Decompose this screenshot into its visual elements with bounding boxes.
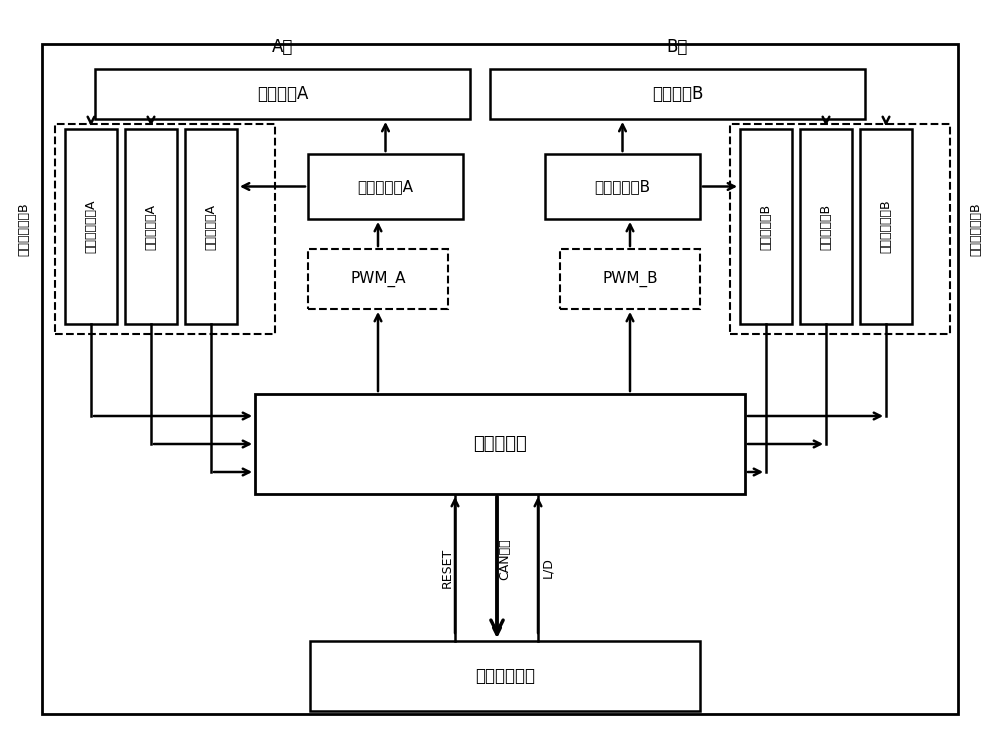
- Text: RESET: RESET: [440, 548, 454, 588]
- Text: A端: A端: [272, 38, 293, 56]
- Text: 电流传感器A: 电流传感器A: [205, 204, 218, 249]
- Bar: [65, 129, 117, 324]
- Text: CAN总线: CAN总线: [498, 539, 512, 580]
- Bar: [860, 129, 912, 324]
- Bar: [560, 249, 700, 309]
- Text: 单电磁铁B: 单电磁铁B: [652, 85, 703, 103]
- Text: PWM_B: PWM_B: [602, 271, 658, 287]
- Text: B端: B端: [667, 38, 688, 56]
- Bar: [310, 641, 700, 711]
- Text: 悬浮控制板: 悬浮控制板: [473, 435, 527, 453]
- Bar: [545, 154, 700, 219]
- Text: 单电磁铁A: 单电磁铁A: [257, 85, 308, 103]
- Bar: [308, 154, 463, 219]
- Text: 间隙传感器B: 间隙传感器B: [820, 204, 832, 249]
- Text: 悬浮传感器组B: 悬浮传感器组B: [18, 202, 30, 256]
- Bar: [730, 124, 950, 334]
- Text: 间隙传感器A: 间隙传感器A: [144, 204, 158, 249]
- Bar: [308, 249, 448, 309]
- Bar: [255, 394, 745, 494]
- Bar: [55, 124, 275, 334]
- Bar: [740, 129, 792, 324]
- Bar: [490, 69, 865, 119]
- Bar: [95, 69, 470, 119]
- Text: 电流传感器B: 电流传感器B: [760, 204, 772, 249]
- Text: 悬浮传感器组B: 悬浮传感器组B: [970, 202, 982, 256]
- Text: 加速度传感器B: 加速度传感器B: [880, 200, 893, 253]
- Text: 加速度传感器A: 加速度传感器A: [84, 200, 98, 253]
- Bar: [125, 129, 177, 324]
- Bar: [800, 129, 852, 324]
- Text: L/D: L/D: [542, 557, 554, 578]
- Text: 车载监控系统: 车载监控系统: [475, 667, 535, 685]
- Text: 悬浮斩波器B: 悬浮斩波器B: [594, 179, 651, 194]
- Text: PWM_A: PWM_A: [350, 271, 406, 287]
- Text: 悬浮斩波器A: 悬浮斩波器A: [358, 179, 414, 194]
- Bar: [185, 129, 237, 324]
- Bar: [42, 44, 958, 714]
